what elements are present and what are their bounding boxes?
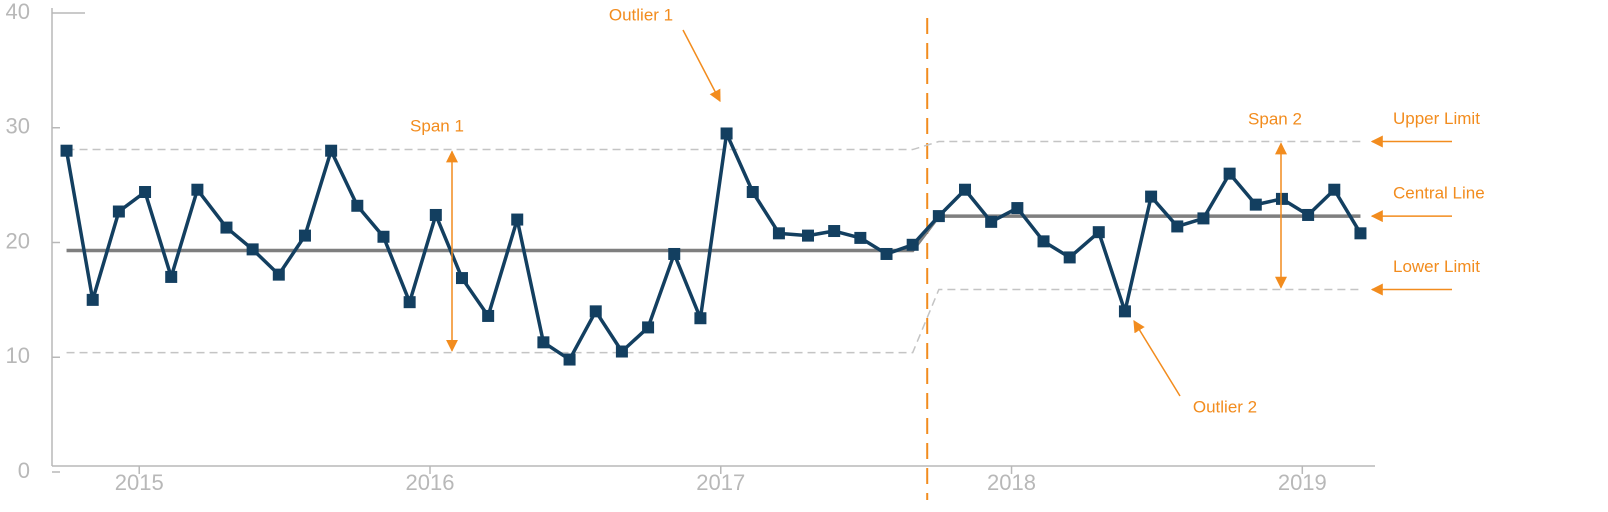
data-point: [589, 305, 602, 318]
data-point: [563, 353, 576, 366]
limit-line: [66, 140, 1361, 151]
data-point: [828, 225, 841, 238]
data-point: [403, 296, 416, 309]
data-point: [455, 272, 468, 285]
data-point: [880, 247, 893, 260]
annotation: Outlier 1: [609, 5, 673, 24]
data-point: [112, 205, 125, 218]
data-point: [298, 229, 311, 242]
data-point: [906, 238, 919, 251]
y-tick-label: 30: [6, 114, 30, 139]
data-point: [959, 183, 972, 196]
data-point: [60, 144, 73, 157]
data-point: [668, 247, 681, 260]
data-point: [854, 231, 867, 244]
data-point: [1249, 198, 1262, 211]
data-point: [1275, 192, 1288, 205]
data-point: [429, 208, 442, 221]
data-point: [1118, 305, 1131, 318]
data-point: [537, 336, 550, 349]
data-point: [985, 215, 998, 228]
data-point: [802, 229, 814, 242]
data-point: [272, 268, 285, 281]
x-tick-label: 2017: [696, 470, 745, 495]
data-point: [377, 230, 390, 243]
data-point: [1354, 227, 1367, 240]
annotation-arrow: [1133, 319, 1181, 397]
annotation: Outlier 2: [1193, 397, 1257, 416]
limit-line: [66, 214, 1361, 253]
annotation: Span 1: [410, 116, 464, 135]
data-point: [220, 221, 233, 234]
data-point: [746, 186, 759, 199]
data-point: [246, 243, 259, 256]
data-point: [720, 127, 733, 140]
data-point: [1302, 208, 1315, 221]
limit-label: Upper Limit: [1393, 109, 1480, 128]
data-point: [1011, 202, 1024, 215]
y-tick-label: 20: [6, 228, 30, 253]
y-tick-label: 40: [6, 0, 30, 24]
data-point: [1063, 251, 1076, 264]
data-point: [191, 183, 204, 196]
x-tick-label: 2019: [1278, 470, 1327, 495]
data-point: [139, 186, 152, 199]
data-point: [932, 210, 945, 223]
data-point: [1328, 183, 1341, 196]
data-point: [1092, 226, 1105, 239]
data-point: [86, 293, 99, 306]
data-point: [1223, 167, 1236, 180]
data-point: [1145, 190, 1158, 203]
annotation: Span 2: [1248, 109, 1302, 128]
x-tick-label: 2015: [115, 470, 164, 495]
data-point: [642, 321, 655, 334]
limit-label: Central Line: [1393, 184, 1485, 203]
data-line: [64, 131, 1362, 362]
data-point: [1037, 235, 1050, 248]
y-tick-label: 10: [6, 343, 30, 368]
data-point: [511, 213, 524, 226]
limit-line: [66, 288, 1361, 354]
data-point: [694, 312, 707, 325]
data-point: [1197, 212, 1210, 225]
data-point: [165, 270, 178, 283]
annotation-arrow: [682, 29, 721, 103]
y-tick-label: 0: [18, 458, 30, 483]
data-point: [1171, 220, 1184, 233]
x-tick-label: 2018: [987, 470, 1036, 495]
data-point: [325, 144, 338, 157]
data-point: [772, 227, 785, 240]
data-point: [615, 345, 628, 358]
data-point: [351, 199, 364, 212]
data-point: [482, 309, 495, 322]
limit-label: Lower Limit: [1393, 257, 1480, 276]
x-tick-label: 2016: [406, 470, 455, 495]
